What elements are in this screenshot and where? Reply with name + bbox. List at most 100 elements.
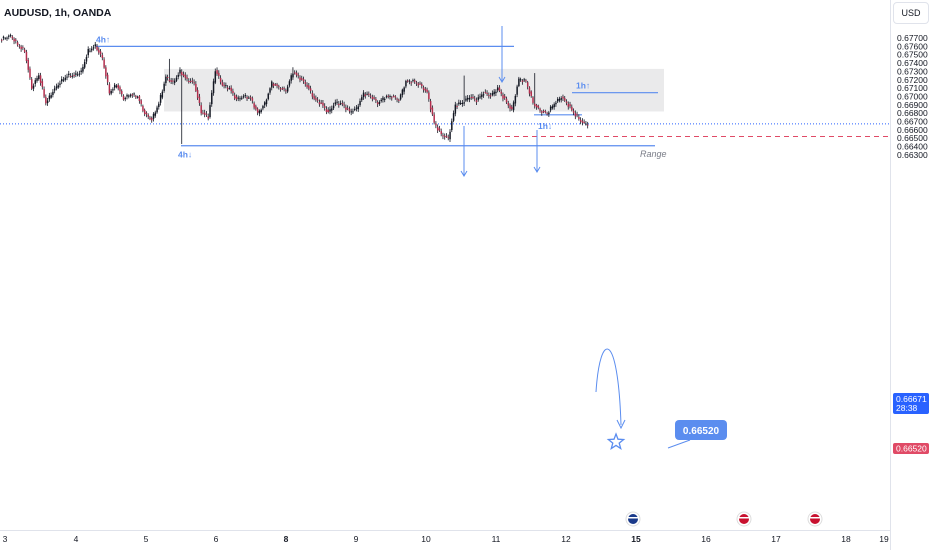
candle-body [528, 87, 531, 94]
candle-body [149, 117, 151, 120]
candle-body [299, 77, 301, 81]
arrowhead-icon [533, 166, 541, 173]
candle-body [428, 92, 430, 100]
candle-body [345, 107, 347, 110]
candle-body [92, 47, 95, 49]
candle-body [564, 98, 566, 101]
candle-body [101, 54, 104, 59]
candle-body [228, 88, 231, 90]
candle-body [429, 101, 432, 110]
candle-body [523, 79, 525, 81]
candle-body [121, 90, 123, 95]
candle-body [203, 112, 206, 115]
candle-body [126, 94, 128, 97]
economic-events[interactable] [625, 511, 823, 527]
candle-body [445, 135, 448, 137]
candle-body [357, 106, 360, 110]
candle-body [170, 80, 172, 82]
candle-body [438, 128, 441, 131]
candle-body [133, 93, 135, 95]
level-label: 1h↑ [576, 81, 590, 91]
candle-body [119, 87, 121, 92]
candle-body [541, 111, 543, 113]
candle-body [129, 94, 132, 97]
candle-body [474, 98, 476, 100]
candle-body [18, 45, 21, 47]
candle-body [308, 85, 310, 89]
currency-button[interactable]: USD [893, 2, 929, 24]
candle-body [142, 106, 144, 111]
candle-body [163, 83, 165, 91]
candle-body [105, 67, 107, 77]
candle-body [271, 81, 273, 88]
candle-body [186, 77, 188, 79]
candle-body [22, 47, 24, 49]
candle-body [85, 57, 88, 62]
candle-body [223, 84, 225, 87]
candle-body [489, 95, 492, 97]
axis-divider [890, 0, 891, 550]
candle-body [11, 36, 14, 39]
level-label: 1h↓ [538, 121, 552, 131]
candle-body [316, 99, 319, 101]
candle-body [182, 74, 185, 76]
price-tick-label: 0.67300 [897, 66, 928, 76]
time-tick-label: 18 [841, 534, 851, 544]
candle-body [136, 96, 139, 98]
price-tick-label: 0.67400 [897, 58, 928, 68]
candle-body [191, 80, 194, 82]
price-tick-label: 0.66400 [897, 142, 928, 152]
candle-body [461, 102, 464, 105]
candle-body [113, 84, 116, 88]
candle-body [235, 96, 238, 100]
candle-body [248, 97, 250, 99]
candle-body [76, 74, 79, 76]
candle-body [565, 101, 568, 104]
target-callout: 0.66520 [667, 420, 727, 449]
candle-body [290, 75, 292, 81]
candle-body [556, 99, 559, 102]
candle-body [521, 80, 524, 82]
candle-body [514, 95, 517, 104]
star-icon [606, 432, 626, 450]
time-tick-label: 10 [421, 534, 431, 544]
candle-body [569, 104, 571, 107]
candle-body [338, 103, 340, 106]
candle-body [500, 91, 502, 94]
candle-body [495, 91, 497, 94]
candle-body [419, 83, 421, 85]
level-label: 4h↓ [178, 150, 192, 160]
candle-body [29, 68, 31, 78]
flag-fill [810, 514, 820, 524]
candle-body [505, 98, 508, 103]
candle-body [96, 46, 98, 51]
candle-body [466, 97, 469, 100]
candle-body [122, 95, 125, 100]
symbol-title[interactable]: AUDUSD, 1h, OANDA [4, 7, 112, 19]
candle-body [82, 66, 84, 72]
candle-body [269, 88, 271, 93]
time-axis[interactable]: 3 4 5 6 8 9 10 11 12 15 16 17 18 19 [3, 534, 889, 544]
candle-body [447, 137, 450, 139]
candle-body [71, 75, 74, 77]
candle-body [583, 122, 585, 124]
candle-body [488, 95, 490, 97]
candle-body [304, 82, 307, 84]
price-axis[interactable]: 0.677000.676000.675000.674000.673000.672… [897, 33, 928, 160]
candle-body [278, 86, 280, 88]
candle-body [195, 83, 197, 91]
level-lines: 4h↑ 4h↓ 1h↑ 1h↓ [96, 34, 658, 160]
candle-body [73, 75, 75, 77]
candle-body [292, 73, 294, 78]
candle-body [401, 89, 404, 95]
candle-body [59, 83, 61, 85]
candle-body [135, 95, 137, 98]
candle-body [502, 94, 504, 99]
time-tick-label: 5 [144, 534, 149, 544]
candle-body [38, 75, 40, 80]
candle-body [585, 123, 587, 125]
candle-body [202, 112, 204, 114]
candle-body [34, 80, 37, 84]
